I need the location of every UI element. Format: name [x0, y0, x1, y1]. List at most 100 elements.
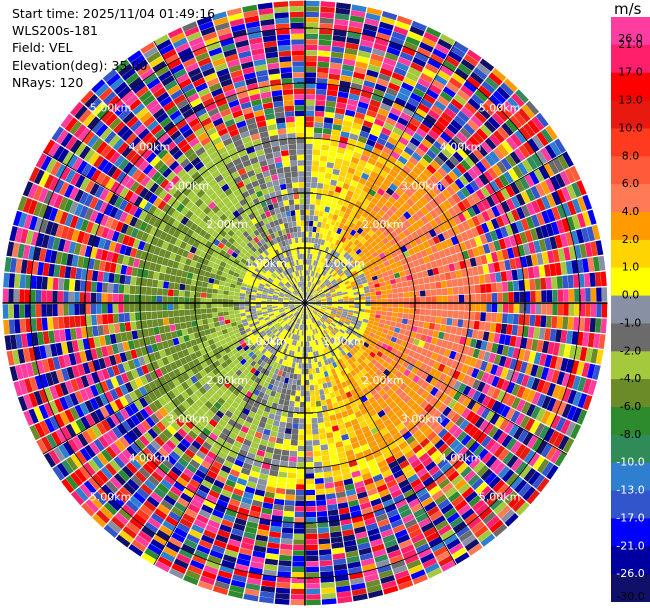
- velocity-gate: [215, 209, 224, 218]
- velocity-gate: [368, 396, 376, 404]
- velocity-gate: [66, 253, 74, 266]
- velocity-gate: [222, 294, 229, 299]
- velocity-gate: [318, 319, 324, 325]
- velocity-gate: [297, 445, 305, 452]
- velocity-gate: [251, 289, 258, 293]
- velocity-gate: [198, 431, 208, 441]
- velocity-gate: [179, 283, 186, 291]
- velocity-gate: [162, 296, 168, 303]
- velocity-gate: [373, 334, 381, 340]
- velocity-gate: [196, 544, 211, 555]
- velocity-gate: [367, 376, 375, 384]
- velocity-gate: [47, 277, 54, 290]
- velocity-gate: [130, 119, 143, 132]
- velocity-gate: [328, 409, 335, 416]
- velocity-gate: [461, 508, 475, 521]
- velocity-gate: [320, 399, 327, 406]
- velocity-gate: [349, 465, 360, 473]
- velocity-gate: [217, 146, 227, 156]
- velocity-gate: [275, 314, 281, 318]
- velocity-gate: [162, 167, 173, 178]
- velocity-gate: [294, 301, 300, 303]
- velocity-gate: [433, 424, 444, 435]
- velocity-gate: [322, 323, 327, 329]
- velocity-gate: [225, 277, 232, 284]
- velocity-gate: [181, 381, 190, 391]
- velocity-gate: [184, 243, 192, 252]
- velocity-gate: [291, 577, 305, 584]
- velocity-gate: [245, 20, 260, 29]
- velocity-gate: [223, 286, 230, 291]
- velocity-gate: [167, 259, 175, 268]
- velocity-gate: [297, 295, 302, 300]
- velocity-gate: [213, 401, 222, 410]
- velocity-gate: [334, 480, 344, 488]
- velocity-gate: [245, 290, 252, 295]
- velocity-gate: [266, 306, 273, 309]
- velocity-gate: [280, 259, 285, 265]
- velocity-gate: [248, 322, 255, 328]
- velocity-gate: [414, 406, 424, 416]
- velocity-gate: [387, 330, 394, 337]
- velocity-gate: [190, 393, 199, 403]
- velocity-gate: [164, 414, 175, 425]
- velocity-gate: [242, 279, 249, 285]
- velocity-gate: [467, 516, 482, 530]
- velocity-gate: [309, 346, 313, 352]
- velocity-gate: [235, 85, 248, 94]
- velocity-gate: [378, 322, 385, 329]
- velocity-gate: [163, 223, 172, 234]
- velocity-gate: [173, 446, 184, 457]
- velocity-gate: [211, 222, 219, 231]
- velocity-gate: [305, 313, 307, 320]
- velocity-gate: [278, 326, 283, 332]
- velocity-gate: [511, 397, 521, 410]
- velocity-gate: [260, 386, 267, 394]
- velocity-gate: [280, 353, 286, 360]
- velocity-gate: [200, 534, 215, 545]
- velocity-gate: [63, 291, 69, 303]
- velocity-gate: [229, 266, 237, 272]
- velocity-gate: [298, 363, 302, 369]
- velocity-gate: [173, 431, 184, 442]
- velocity-gate: [69, 279, 76, 291]
- velocity-gate: [381, 580, 397, 590]
- velocity-gate: [174, 316, 181, 324]
- velocity-gate: [322, 354, 327, 361]
- velocity-gate: [278, 45, 291, 52]
- velocity-gate: [311, 165, 319, 172]
- velocity-gate: [157, 311, 163, 319]
- velocity-gate: [267, 383, 274, 391]
- velocity-gate: [318, 422, 325, 429]
- velocity-gate: [317, 67, 329, 74]
- velocity-gate: [523, 449, 536, 464]
- velocity-gate: [301, 319, 304, 325]
- velocity-gate: [305, 357, 309, 364]
- velocity-gate: [294, 289, 299, 295]
- velocity-gate: [323, 388, 330, 395]
- velocity-gate: [275, 344, 281, 351]
- velocity-gate: [197, 57, 212, 67]
- velocity-gate: [175, 42, 190, 54]
- velocity-gate: [313, 143, 321, 150]
- velocity-gate: [313, 138, 322, 145]
- velocity-gate: [90, 303, 97, 315]
- velocity-gate: [64, 266, 72, 279]
- velocity-gate: [282, 217, 288, 224]
- velocity-gate: [348, 307, 354, 311]
- velocity-gate: [289, 297, 295, 300]
- velocity-gate: [231, 401, 240, 409]
- velocity-gate: [287, 338, 292, 344]
- velocity-gate: [284, 433, 292, 440]
- velocity-gate: [343, 386, 350, 394]
- velocity-gate: [63, 278, 70, 291]
- velocity-gate: [77, 339, 85, 351]
- velocity-gate: [98, 435, 110, 449]
- velocity-gate: [208, 489, 220, 499]
- velocity-gate: [198, 179, 208, 189]
- velocity-gate: [96, 510, 110, 524]
- velocity-gate: [57, 291, 64, 303]
- velocity-gate: [102, 68, 118, 83]
- velocity-gate: [249, 255, 256, 262]
- velocity-gate: [275, 243, 281, 250]
